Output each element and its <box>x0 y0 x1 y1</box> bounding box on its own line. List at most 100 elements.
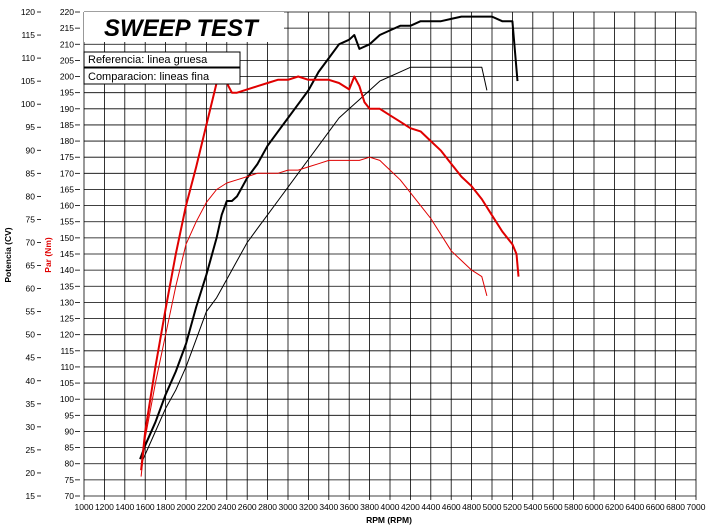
legend-box-reference <box>83 51 241 68</box>
power-tick-label-8: 55 <box>26 307 36 317</box>
x-tick-label-4: 1800 <box>156 502 175 512</box>
x-tick-label-28: 6600 <box>646 502 665 512</box>
power-tick-label-14: 85 <box>26 168 36 178</box>
power-tick-label-21: 120 <box>21 7 35 17</box>
x-tick-label-18: 4600 <box>442 502 461 512</box>
torque-tick-label-4: 90 <box>65 426 75 436</box>
torque-tick-label-19: 165 <box>60 184 74 194</box>
power-tick-label-10: 65 <box>26 261 36 271</box>
x-tick-label-12: 3400 <box>319 502 338 512</box>
torque-tick-label-16: 150 <box>60 233 74 243</box>
power-tick-label-5: 40 <box>26 376 36 386</box>
torque-axis-label: Par (Nm) <box>43 237 53 273</box>
power-axis-ticks: 15 20 25 30 35 40 45 50 55 60 65 70 75 80 85 90 95 100 105… <box>21 7 41 501</box>
series-line-torque-thin <box>140 156 488 477</box>
power-tick-label-3: 30 <box>26 422 36 432</box>
torque-tick-label-6: 100 <box>60 394 74 404</box>
torque-tick-label-7: 105 <box>60 378 74 388</box>
torque-axis-ticks: 70 75 80 85 90 95 100 105 110 115 120 125 130 135 140 1… <box>60 7 80 501</box>
power-tick-label-7: 50 <box>26 330 36 340</box>
torque-tick-label-2: 80 <box>65 459 75 469</box>
chart-title: SWEEP TEST <box>104 15 260 42</box>
series-layer <box>139 15 520 477</box>
power-tick-label-6: 45 <box>26 353 36 363</box>
x-tick-label-20: 5000 <box>483 502 502 512</box>
x-tick-label-23: 5600 <box>544 502 563 512</box>
x-tick-label-5: 2000 <box>177 502 196 512</box>
power-tick-label-1: 20 <box>26 468 36 478</box>
x-tick-label-8: 2600 <box>238 502 257 512</box>
x-tick-label-14: 3800 <box>360 502 379 512</box>
torque-tick-label-3: 85 <box>65 443 75 453</box>
x-tick-label-19: 4800 <box>462 502 481 512</box>
power-tick-label-4: 35 <box>26 399 36 409</box>
power-tick-label-20: 115 <box>21 30 35 40</box>
torque-tick-label-20: 170 <box>60 168 74 178</box>
torque-tick-label-8: 110 <box>60 362 74 372</box>
torque-tick-label-10: 120 <box>60 330 74 340</box>
torque-tick-label-24: 190 <box>60 104 74 114</box>
series-line-power-thick <box>139 15 519 460</box>
torque-tick-label-12: 130 <box>60 297 74 307</box>
x-tick-label-25: 6000 <box>585 502 604 512</box>
x-tick-label-29: 6800 <box>666 502 685 512</box>
x-tick-label-1: 1200 <box>95 502 114 512</box>
x-tick-label-24: 5800 <box>564 502 583 512</box>
legend-box-comparison <box>83 67 241 85</box>
torque-tick-label-17: 155 <box>60 217 74 227</box>
x-tick-label-15: 4000 <box>381 502 400 512</box>
series-line-torque-thick <box>140 72 520 471</box>
power-tick-label-13: 80 <box>26 191 36 201</box>
torque-tick-label-21: 175 <box>60 152 74 162</box>
torque-tick-label-18: 160 <box>60 201 74 211</box>
torque-tick-label-23: 185 <box>60 120 74 130</box>
legend-comparison: Comparacion: lineas fina <box>88 71 210 83</box>
torque-tick-label-11: 125 <box>60 314 74 324</box>
x-tick-label-27: 6400 <box>625 502 644 512</box>
power-axis-label: Potencia (CV) <box>3 227 13 282</box>
x-tick-label-0: 1000 <box>75 502 94 512</box>
torque-tick-label-14: 140 <box>60 265 74 275</box>
series-line-power-thin <box>140 66 488 464</box>
x-tick-label-3: 1600 <box>136 502 155 512</box>
torque-tick-label-27: 205 <box>60 55 74 65</box>
x-tick-label-7: 2400 <box>217 502 236 512</box>
torque-tick-label-22: 180 <box>60 136 74 146</box>
power-tick-label-2: 25 <box>26 445 36 455</box>
power-tick-label-12: 75 <box>26 214 36 224</box>
x-tick-label-11: 3200 <box>299 502 318 512</box>
power-tick-label-15: 90 <box>26 145 36 155</box>
power-tick-label-17: 100 <box>21 99 35 109</box>
title-background <box>84 12 284 42</box>
power-tick-label-16: 95 <box>26 122 36 132</box>
x-tick-label-10: 3000 <box>279 502 298 512</box>
torque-tick-label-29: 215 <box>60 23 74 33</box>
torque-tick-label-5: 95 <box>65 410 75 420</box>
x-axis-ticks: 1000 1200 1400 1600 1800 2000 2200 2400 2600 2800… <box>75 496 706 512</box>
power-tick-label-18: 105 <box>21 76 35 86</box>
torque-tick-label-28: 210 <box>60 39 74 49</box>
x-tick-label-2: 1400 <box>115 502 134 512</box>
torque-tick-label-1: 75 <box>65 475 75 485</box>
x-axis-label: RPM (RPM) <box>366 515 412 525</box>
power-tick-label-9: 60 <box>26 284 36 294</box>
x-tick-label-6: 2200 <box>197 502 216 512</box>
x-tick-label-22: 5400 <box>523 502 542 512</box>
torque-tick-label-26: 200 <box>60 72 74 82</box>
torque-tick-label-0: 70 <box>65 491 75 501</box>
power-tick-label-19: 110 <box>21 53 35 63</box>
x-tick-label-26: 6200 <box>605 502 624 512</box>
power-tick-label-11: 70 <box>26 237 36 247</box>
torque-tick-label-15: 145 <box>60 249 74 259</box>
torque-tick-label-13: 135 <box>60 281 74 291</box>
power-tick-label-0: 15 <box>26 491 36 501</box>
x-tick-label-17: 4400 <box>421 502 440 512</box>
legend: Referencia: linea gruesa Comparacion: li… <box>83 51 241 85</box>
x-tick-label-30: 7000 <box>687 502 706 512</box>
torque-tick-label-25: 195 <box>60 88 74 98</box>
torque-tick-label-30: 220 <box>60 7 74 17</box>
x-tick-label-16: 4200 <box>401 502 420 512</box>
x-tick-label-21: 5200 <box>503 502 522 512</box>
legend-reference: Referencia: linea gruesa <box>88 54 208 66</box>
